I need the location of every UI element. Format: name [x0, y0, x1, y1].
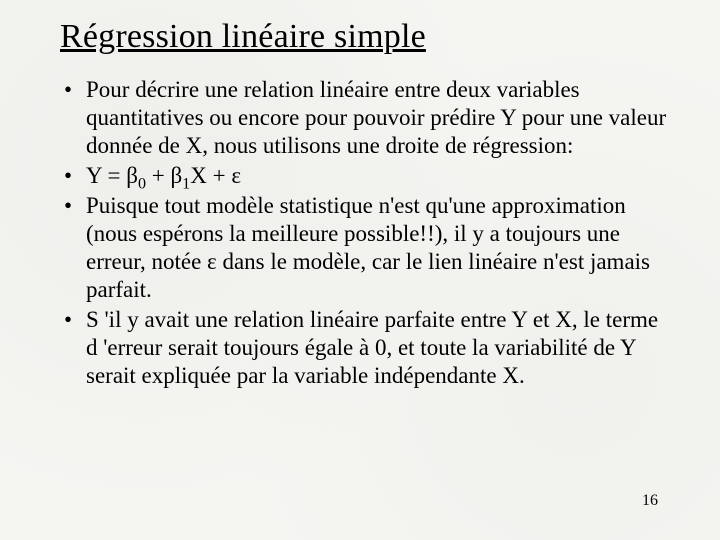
slide-container: Régression linéaire simple Pour décrire …	[0, 0, 720, 540]
eq-sub-1: 1	[182, 176, 190, 193]
bullet-item: Puisque tout modèle statistique n'est qu…	[60, 192, 670, 304]
eq-plus: +	[146, 163, 170, 188]
slide-title: Régression linéaire simple	[60, 18, 670, 56]
eq-beta-0: β	[126, 163, 138, 188]
page-number: 16	[642, 492, 658, 510]
bullet-item: S 'il y avait une relation linéaire parf…	[60, 306, 670, 390]
bullet-equation: Y = β0 + β1X + ε	[60, 162, 670, 190]
bullet-item: Pour décrire une relation linéaire entre…	[60, 76, 670, 160]
eq-lhs: Y =	[86, 163, 126, 188]
eq-sub-0: 0	[138, 176, 146, 193]
bullet-list: Pour décrire une relation linéaire entre…	[60, 76, 670, 391]
eq-beta-1: β	[170, 163, 182, 188]
eq-x: X +	[190, 163, 231, 188]
eq-eps: ε	[231, 163, 241, 188]
